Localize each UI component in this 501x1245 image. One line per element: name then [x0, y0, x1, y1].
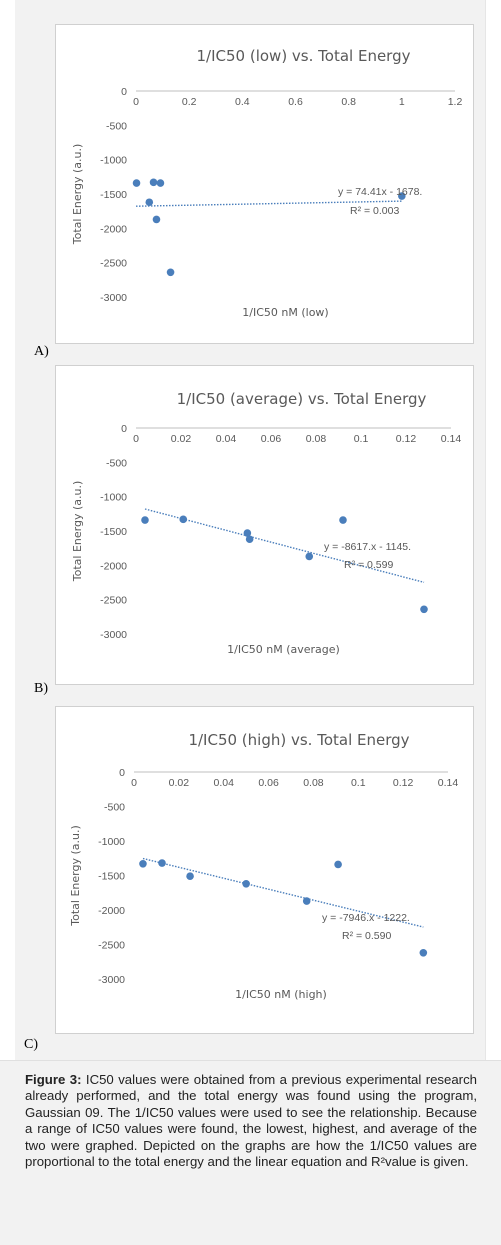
x-tick-label: 1.2 — [448, 96, 463, 108]
x-axis-label: 1/IC50 nM (average) — [227, 643, 340, 656]
x-tick-label: 0.14 — [438, 777, 459, 789]
data-point — [242, 879, 250, 888]
x-tick-label: 0.08 — [303, 777, 324, 789]
data-point — [166, 268, 175, 277]
figure-caption: Figure 3: IC50 values were obtained from… — [25, 1072, 477, 1170]
caption-area — [0, 1060, 501, 1245]
x-tick-label: 0.06 — [258, 777, 279, 789]
chart-c-svg: 1/IC50 (high) vs. Total Energy 0 0.02 0.04 0… — [69, 731, 459, 1001]
trendline — [135, 200, 402, 207]
data-point — [179, 515, 188, 524]
x-tick-label: 0.12 — [396, 433, 417, 445]
y-tick-label: -1500 — [100, 189, 127, 201]
data-point — [420, 605, 428, 614]
chart-b-svg: 1/IC50 (average) vs. Total Energy 0 0.02 0.… — [71, 390, 462, 656]
y-axis-label: Total Energy (a.u.) — [71, 481, 84, 582]
caption-label: Figure 3: — [25, 1072, 82, 1087]
x-axis-label: 1/IC50 nM (low) — [242, 306, 328, 319]
x-tick-label: 0.6 — [288, 96, 303, 108]
x-axis-label: 1/IC50 nM (high) — [235, 988, 327, 1001]
panel-label-c: C) — [24, 1037, 38, 1052]
data-point — [132, 179, 141, 187]
y-tick-label: 0 — [121, 423, 127, 435]
y-tick-label: -1500 — [100, 526, 127, 538]
x-tick-label: 0 — [131, 777, 137, 789]
y-tick-label: -2000 — [100, 223, 127, 235]
trendline-equation: y = 74.41x - 1678. — [338, 186, 422, 198]
x-tick-label: 0.04 — [216, 433, 237, 445]
data-point — [186, 872, 194, 880]
data-point — [245, 535, 254, 544]
caption-text: IC50 values were obtained from a previou… — [25, 1072, 477, 1170]
chart-title: 1/IC50 (average) vs. Total Energy — [177, 390, 427, 408]
y-tick-label: -2500 — [100, 258, 127, 270]
x-tick-label: 0.4 — [235, 96, 250, 108]
x-tick-label: 0.08 — [306, 433, 327, 445]
x-tick-label: 0.2 — [182, 96, 197, 108]
x-tick-label: 0.06 — [261, 433, 282, 445]
data-point — [145, 198, 154, 207]
y-axis-label: Total Energy (a.u.) — [69, 825, 82, 926]
x-tick-label: 0.8 — [341, 96, 356, 108]
x-tick-label: 0.1 — [354, 433, 369, 445]
data-point — [334, 860, 342, 869]
trendline — [144, 508, 425, 584]
y-tick-label: -1500 — [98, 871, 125, 883]
x-tick-label: 0.1 — [351, 777, 366, 789]
x-tick-label: 0.12 — [393, 777, 414, 789]
data-point — [339, 516, 347, 524]
y-tick-label: -2000 — [100, 560, 127, 572]
x-tick-label: 0.02 — [171, 433, 192, 445]
data-point — [152, 215, 161, 224]
x-tick-label: 1 — [399, 96, 405, 108]
data-point — [139, 859, 147, 868]
data-point — [243, 529, 252, 537]
y-tick-label: -3000 — [98, 974, 125, 986]
y-tick-label: -3000 — [100, 292, 127, 304]
y-tick-label: -1000 — [100, 492, 127, 504]
data-point — [305, 552, 314, 561]
chart-title: 1/IC50 (high) vs. Total Energy — [188, 731, 409, 749]
y-tick-label: -1000 — [98, 836, 125, 848]
r-squared-label: R² = 0.003 — [350, 205, 399, 217]
r-squared-label: R² = 0.599 — [344, 559, 393, 571]
r-squared-label: R² = 0.590 — [342, 930, 391, 942]
x-tick-label: 0 — [133, 96, 139, 108]
chart-panel-c: 1/IC50 (high) vs. Total Energy 0 0.02 0.04 0… — [55, 706, 474, 1034]
data-point — [141, 516, 149, 524]
trendline-equation: y = -7946.x - 1222. — [322, 912, 410, 924]
y-tick-label: -500 — [106, 457, 127, 469]
x-tick-label: 0.14 — [441, 433, 462, 445]
chart-panel-b: 1/IC50 (average) vs. Total Energy 0 0.02 0.… — [55, 365, 474, 685]
data-point — [419, 948, 428, 957]
chart-a-svg: 1/IC50 (low) vs. Total Energy 0 0.2 0.4 0.6 0… — [71, 47, 463, 319]
data-point — [156, 179, 165, 187]
trendline-equation: y = -8617.x - 1145. — [324, 541, 411, 553]
data-point — [149, 178, 158, 187]
y-tick-label: -500 — [106, 120, 127, 132]
panel-label-b: B) — [34, 681, 48, 696]
y-tick-label: -2500 — [100, 595, 127, 607]
y-axis-label: Total Energy (a.u.) — [71, 144, 84, 245]
y-tick-label: -3000 — [100, 629, 127, 641]
y-tick-label: -2000 — [98, 905, 125, 917]
chart-panel-a: 1/IC50 (low) vs. Total Energy 0 0.2 0.4 0.6 0… — [55, 24, 474, 344]
y-tick-label: -500 — [104, 802, 125, 814]
chart-title: 1/IC50 (low) vs. Total Energy — [197, 47, 411, 65]
panel-label-a: A) — [34, 344, 49, 359]
x-tick-label: 0 — [133, 433, 139, 445]
y-tick-label: -1000 — [100, 155, 127, 167]
y-tick-label: -2500 — [98, 940, 125, 952]
data-point — [302, 897, 311, 905]
x-tick-label: 0.04 — [213, 777, 234, 789]
data-point — [398, 192, 406, 200]
data-point — [158, 859, 166, 867]
x-tick-label: 0.02 — [169, 777, 190, 789]
trendline — [142, 857, 424, 928]
y-tick-label: 0 — [121, 86, 127, 98]
y-tick-label: 0 — [119, 767, 125, 779]
